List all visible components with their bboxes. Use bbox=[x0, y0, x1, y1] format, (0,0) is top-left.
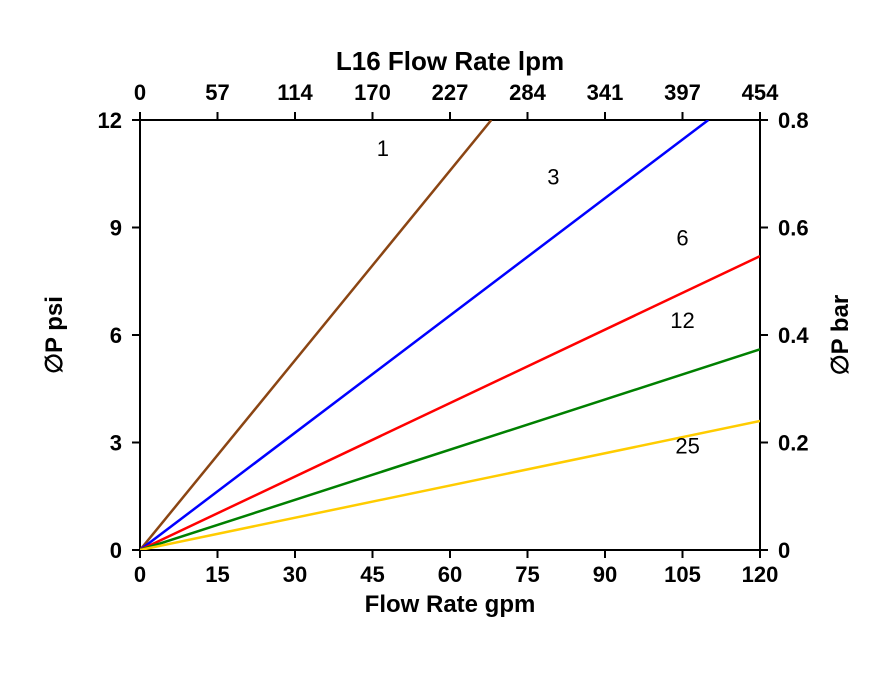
series-label-25: 25 bbox=[675, 433, 699, 458]
xtick-bottom-label: 105 bbox=[664, 562, 701, 587]
xtick-top-label: 397 bbox=[664, 80, 701, 105]
ytick-left-label: 9 bbox=[110, 216, 122, 241]
xtick-bottom-label: 45 bbox=[360, 562, 384, 587]
ytick-left-label: 12 bbox=[98, 108, 122, 133]
title-top: L16 Flow Rate lpm bbox=[336, 46, 564, 76]
xtick-bottom-label: 60 bbox=[438, 562, 462, 587]
ytick-right-label: 0.4 bbox=[778, 323, 809, 348]
series-label-6: 6 bbox=[676, 225, 688, 250]
xtick-bottom-label: 75 bbox=[515, 562, 539, 587]
ylabel-left: ∅P psi bbox=[41, 296, 68, 374]
series-label-3: 3 bbox=[547, 165, 559, 190]
xlabel-bottom: Flow Rate gpm bbox=[365, 591, 536, 618]
xtick-bottom-label: 30 bbox=[283, 562, 307, 587]
xtick-top-label: 170 bbox=[354, 80, 391, 105]
ytick-right-label: 0.8 bbox=[778, 108, 809, 133]
xtick-top-label: 227 bbox=[432, 80, 469, 105]
xtick-top-label: 284 bbox=[509, 80, 546, 105]
ytick-left-label: 3 bbox=[110, 431, 122, 456]
xtick-bottom-label: 15 bbox=[205, 562, 229, 587]
xtick-bottom-label: 0 bbox=[134, 562, 146, 587]
xtick-top-label: 0 bbox=[134, 80, 146, 105]
line-chart: 0153045607590105120057114170227284341397… bbox=[0, 0, 884, 688]
xtick-top-label: 341 bbox=[587, 80, 624, 105]
ytick-right-label: 0.6 bbox=[778, 216, 809, 241]
xtick-bottom-label: 90 bbox=[593, 562, 617, 587]
xtick-top-label: 57 bbox=[205, 80, 229, 105]
ytick-right-label: 0 bbox=[778, 538, 790, 563]
ytick-left-label: 0 bbox=[110, 538, 122, 563]
series-label-1: 1 bbox=[377, 136, 389, 161]
ytick-left-label: 6 bbox=[110, 323, 122, 348]
series-label-12: 12 bbox=[670, 308, 694, 333]
xtick-bottom-label: 120 bbox=[742, 562, 779, 587]
xtick-top-label: 114 bbox=[277, 80, 313, 105]
chart-container: 0153045607590105120057114170227284341397… bbox=[0, 0, 884, 688]
ylabel-right: ∅P bar bbox=[827, 295, 854, 376]
ytick-right-label: 0.2 bbox=[778, 431, 809, 456]
xtick-top-label: 454 bbox=[742, 80, 779, 105]
